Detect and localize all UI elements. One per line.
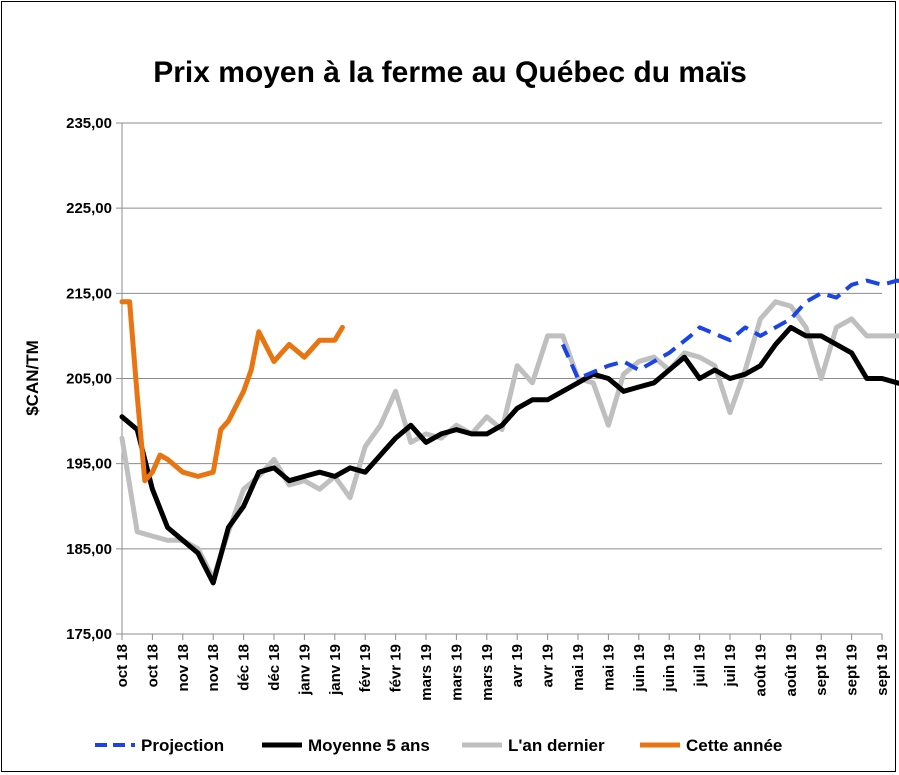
x-tick-label: sept 19 xyxy=(874,644,891,696)
legend-label: Moyenne 5 ans xyxy=(308,736,430,755)
x-tick-label: mars 19 xyxy=(479,644,496,701)
x-tick-label: avr 19 xyxy=(509,644,526,687)
legend: Projection Moyenne 5 ans L'an dernier Cette… xyxy=(95,736,782,755)
y-tick-label: 195,00 xyxy=(66,456,112,473)
x-tick-label: juil 19 xyxy=(692,644,709,688)
legend-label: Cette année xyxy=(686,736,782,755)
y-tick-label: 185,00 xyxy=(66,541,112,558)
legend-label: Projection xyxy=(141,736,224,755)
x-axis-ticks: oct 18 oct 18 nov 18 nov 18 déc 18 déc 18 janv… xyxy=(114,634,891,701)
x-tick-label: sept 19 xyxy=(813,644,830,696)
x-tick-label: oct 18 xyxy=(114,644,131,687)
x-tick-label: août 19 xyxy=(752,644,769,697)
y-tick-label: 225,00 xyxy=(66,200,112,217)
x-tick-label: nov 18 xyxy=(175,644,192,692)
legend-label: L'an dernier xyxy=(508,736,605,755)
x-tick-label: janv 19 xyxy=(327,644,344,696)
x-tick-label: déc 18 xyxy=(236,644,253,691)
series-line-moyenne-5-ans xyxy=(119,324,899,586)
x-tick-label: déc 18 xyxy=(266,644,283,691)
x-tick-label: juin 19 xyxy=(631,644,648,693)
y-axis-label: $CAN/TM xyxy=(23,340,42,416)
series-lines xyxy=(119,278,899,586)
y-tick-label: 235,00 xyxy=(66,115,112,132)
y-axis-ticks: 175,00 185,00 195,00 205,00 215,00 225,00 235,… xyxy=(66,115,112,643)
x-tick-label: août 19 xyxy=(783,644,800,697)
x-tick-label: oct 18 xyxy=(144,644,161,687)
x-tick-label: mai 19 xyxy=(570,644,587,691)
series-line-cette-ann-e xyxy=(119,299,345,484)
gridlines xyxy=(116,122,882,635)
y-tick-label: 175,00 xyxy=(66,626,112,643)
series-line-projection xyxy=(560,278,899,381)
x-tick-label: juil 19 xyxy=(722,644,739,688)
y-tick-label: 215,00 xyxy=(66,285,112,302)
series-line-l-an-dernier xyxy=(119,299,899,582)
x-tick-label: févr 19 xyxy=(357,644,374,692)
x-tick-label: sept 19 xyxy=(844,644,861,696)
x-tick-label: févr 19 xyxy=(388,644,405,692)
x-tick-label: juin 19 xyxy=(661,644,678,693)
x-tick-label: nov 18 xyxy=(205,644,222,692)
x-tick-label: mars 19 xyxy=(448,644,465,701)
x-tick-label: janv 19 xyxy=(296,644,313,696)
chart-title: Prix moyen à la ferme au Québec du maïs xyxy=(153,56,747,89)
x-tick-label: avr 19 xyxy=(540,644,557,687)
x-tick-label: mars 19 xyxy=(418,644,435,701)
y-tick-label: 205,00 xyxy=(66,371,112,388)
x-tick-label: mai 19 xyxy=(600,644,617,691)
